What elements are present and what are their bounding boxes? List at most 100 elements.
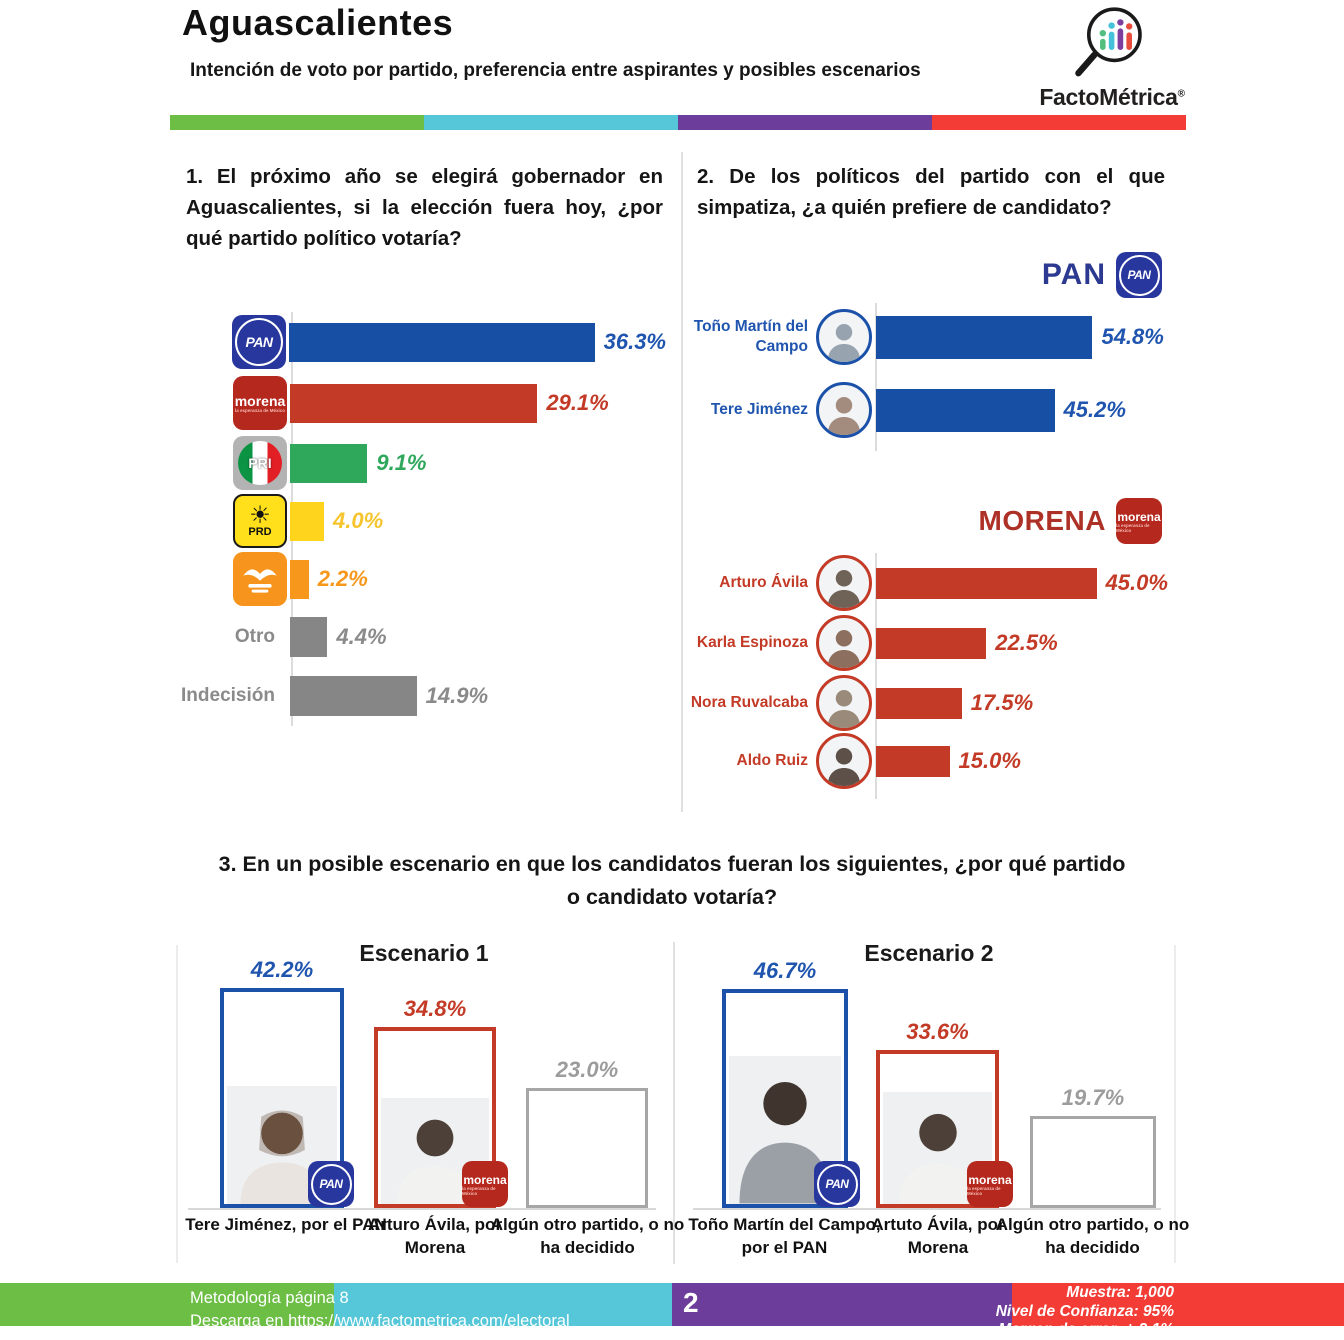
footer-green — [0, 1283, 334, 1326]
pan-logo-icon: PAN — [232, 315, 287, 369]
q2-row-arturo: Arturo Ávila 45.0% — [690, 552, 1168, 614]
question-1: 1. El próximo año se elegirá gobernador … — [186, 165, 663, 250]
q2-row-tere: Tere Jiménez 45.2% — [690, 378, 1168, 442]
q2-value-aldo: 15.0% — [958, 748, 1021, 773]
q2-pan-axis-line — [875, 303, 877, 451]
column-divider — [681, 152, 683, 812]
esc2-label-otro: Algún otro partido, o no ha decidido — [995, 1215, 1190, 1257]
stripe-green — [170, 115, 424, 130]
footer-cyan — [334, 1283, 672, 1326]
pan-logo-icon: PAN — [1116, 252, 1162, 298]
candidate-photo — [816, 382, 872, 438]
q2-row-tono: Toño Martín del Campo 54.8% — [690, 305, 1168, 369]
page-number: 2 — [683, 1287, 699, 1318]
esc2-bar-tono: 46.7% PAN — [722, 958, 860, 1208]
pan-group-title: PAN — [1041, 258, 1106, 291]
candidate-name: Tere Jiménez — [710, 400, 808, 418]
factometrica-logo: FactoMétrica® — [1036, 0, 1188, 111]
esc1-value-arturo: 34.8% — [403, 995, 467, 1021]
morena-badge-icon: morena la esperanza de México — [967, 1161, 1013, 1207]
q1-bar-pan — [289, 322, 595, 362]
footer-stats: Muestra: 1,000 Nivel de Confianza: 95% M… — [996, 1284, 1174, 1340]
candidate-name: Karla Espinoza — [696, 633, 808, 651]
esc2-value-arturo: 33.6% — [906, 1019, 969, 1045]
esc2-bar-otro: 19.7% — [1030, 1085, 1156, 1208]
scenario-right-edge — [1174, 945, 1176, 1263]
page-title: Aguascalientes — [182, 2, 454, 43]
q1-value-mc: 2.2% — [317, 566, 368, 591]
q2-row-karla: Karla Espinoza 22.5% — [690, 612, 1168, 674]
escenario-1-panel: Escenario 1 42.2% PAN 34.8% morena la e — [180, 938, 684, 1265]
q1-row-morena: morena la esperanza de México 29.1% — [186, 375, 666, 431]
footer-purple — [672, 1283, 1012, 1326]
morena-logo-icon: morena la esperanza de México — [233, 376, 287, 430]
q1-bar-prd — [290, 501, 324, 541]
morena-logo-icon: morena la esperanza de México — [1116, 498, 1162, 544]
esc1-bar-tere: 42.2% PAN — [220, 957, 354, 1208]
methodology-text: Metodología página 8 — [190, 1289, 349, 1307]
error-margin: Margen de error: ± 3.1% — [998, 1321, 1174, 1339]
pan-group-header: PAN PAN — [870, 252, 1162, 298]
header-color-stripe — [170, 115, 1186, 130]
q1-bar-mc — [290, 559, 309, 599]
download-link[interactable]: Descarga en https://www.factometrica.com… — [190, 1311, 570, 1330]
candidate-photo — [816, 309, 872, 365]
candidate-photo — [227, 1086, 337, 1204]
candidate-name: Aldo Ruiz — [736, 751, 808, 769]
stripe-red — [932, 115, 1186, 130]
scenario-left-edge — [176, 945, 178, 1263]
mc-logo-icon — [233, 552, 287, 606]
q2-value-nora: 17.5% — [970, 690, 1034, 715]
esc2-bar-arturo: 33.6% morena la esperanza de México — [876, 1019, 1013, 1208]
sample-size: Muestra: 1,000 — [1066, 1284, 1174, 1301]
q1-value-morena: 29.1% — [546, 390, 609, 415]
q2-row-aldo: Aldo Ruiz 15.0% — [690, 730, 1168, 792]
q2-bar-karla — [876, 627, 987, 659]
escenario-2-baseline — [693, 1208, 1161, 1210]
q1-value-prd: 4.0% — [333, 508, 384, 533]
q2-value-tere: 45.2% — [1063, 397, 1126, 422]
esc1-bar-otro: 23.0% — [526, 1057, 648, 1208]
q2-bar-tono — [876, 315, 1093, 359]
q2-bar-nora — [876, 687, 962, 719]
q1-row-pri: PRI 9.1% — [186, 435, 666, 491]
esc1-value-tere: 42.2% — [250, 957, 314, 983]
q1-label-indecision: Indecisión — [181, 685, 275, 706]
esc1-label-arturo: Arturo Ávila, por Morena — [367, 1215, 503, 1257]
escenario-2-panel: Escenario 2 46.7% PAN 33.6% morena la e — [685, 938, 1189, 1265]
candidate-name: Toño Martín del Campo — [693, 317, 808, 355]
esc1-label-otro: Algún otro partido, o no ha decidido — [490, 1215, 685, 1257]
q1-row-otro: Otro 4.4% — [186, 609, 666, 665]
esc2-label-tono: Toño Martín del Campo, por el PAN — [688, 1215, 881, 1257]
candidate-name: Arturo Ávila — [719, 573, 808, 591]
q1-bar-indecision — [290, 676, 417, 716]
q1-value-pri: 9.1% — [376, 450, 427, 475]
q1-bar-otro — [290, 617, 328, 657]
footer-red — [1012, 1283, 1344, 1326]
pri-logo-icon: PRI — [233, 436, 287, 490]
q1-value-otro: 4.4% — [336, 624, 387, 649]
q2-value-tono: 54.8% — [1101, 324, 1164, 349]
q1-row-mc: 2.2% — [186, 551, 666, 607]
q1-row-pan: PAN 36.3% — [186, 314, 666, 370]
escenario-1-title: Escenario 1 — [359, 940, 489, 966]
escenario-2-title: Escenario 2 — [864, 940, 994, 966]
candidate-name: Nora Ruvalcaba — [690, 693, 808, 711]
q2-bar-tere — [876, 388, 1055, 432]
q2-bar-aldo — [876, 745, 950, 777]
q1-row-indecision: Indecisión 14.9% — [181, 668, 666, 724]
q1-label-otro: Otro — [234, 626, 275, 647]
stripe-purple — [678, 115, 932, 130]
q1-value-pan: 36.3% — [603, 329, 666, 354]
q2-value-arturo: 45.0% — [1105, 570, 1168, 595]
candidate-photo — [816, 615, 872, 671]
footer-color-band — [0, 1283, 1344, 1326]
esc1-label-tere: Tere Jiménez, por el PAN — [185, 1215, 387, 1234]
footer-methodology: Metodología página 8 Descarga en https:/… — [190, 1287, 570, 1333]
esc1-bar-arturo: 34.8% morena la esperanza de México — [374, 995, 508, 1208]
q1-bar-pri — [290, 443, 368, 483]
q2-row-nora: Nora Ruvalcaba 17.5% — [690, 672, 1168, 734]
morena-group-title: MORENA — [978, 505, 1106, 536]
scenario-divider — [673, 942, 675, 1264]
morena-group-header: MORENA morena la esperanza de México — [870, 498, 1162, 544]
